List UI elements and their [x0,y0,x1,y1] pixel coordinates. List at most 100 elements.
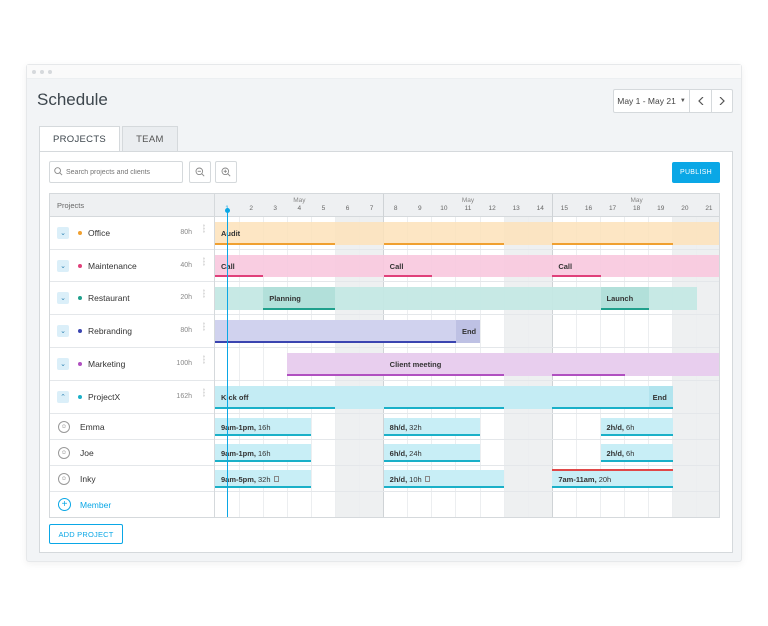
assignment-hours: 20h [598,474,612,484]
assignment-bar[interactable]: 2h/d, 10h [383,470,505,488]
assignment-bar[interactable]: 9am-1pm, 16h [215,444,312,462]
project-row-office[interactable]: ⌄ Office 80h ° ° ° [50,217,214,250]
add-project-button[interactable]: ADD PROJECT [49,524,123,544]
chevron-left-icon[interactable] [690,90,711,112]
assignment-bar[interactable]: 9am-5pm, 32h [215,470,312,488]
assignment-bar[interactable]: 7am-11am, 20h [552,470,673,488]
tab-team[interactable]: TEAM [122,126,178,152]
project-row-marketing[interactable]: ⌄ Marketing 100h ° ° ° [50,348,214,381]
schedule-bar[interactable]: Audit [215,222,719,245]
publish-button[interactable]: PUBLISH [672,162,720,183]
chevron-down-icon[interactable]: ⌄ [57,358,69,370]
add-member-icon[interactable]: + [58,498,71,511]
project-row-restaurant[interactable]: ⌄ Restaurant 20h ° ° ° [50,282,214,315]
day-label: 15 [560,205,568,212]
project-row-rebranding[interactable]: ⌄ Rebranding 80h ° ° ° [50,315,214,348]
project-row-maintenance[interactable]: ⌄ Maintenance 40h ° ° ° [50,250,214,282]
add-member-button[interactable]: Member [80,500,112,510]
caret-down-icon: ▼ [679,98,686,104]
zoom-out-icon[interactable] [189,161,211,183]
bar-underline [215,434,312,436]
schedule-bar[interactable]: Planning [263,287,336,310]
date-range-picker[interactable]: May 1 - May 21 ▼ [613,89,733,113]
day-label: 9 [417,205,422,212]
chevron-down-icon[interactable]: ⌄ [57,227,69,239]
day-label: 4 [297,205,302,212]
more-options-icon[interactable]: ° ° ° [202,356,205,368]
assignment-hours: 6h [626,422,635,432]
chevron-down-icon[interactable]: ⌄ [57,260,69,272]
member-row-joe[interactable]: ☺ Joe [50,440,214,466]
assignment-bar[interactable]: 9am-1pm, 16h [215,418,312,436]
project-color-dot [78,231,82,235]
more-options-icon[interactable]: ° ° ° [202,389,205,401]
schedule-bar[interactable] [215,287,697,310]
assignment-bar[interactable]: 2h/d, 6h [600,418,673,436]
chevron-down-icon[interactable]: ⌄ [57,292,69,304]
schedule-bar[interactable]: Call [215,255,719,277]
assignment-bar[interactable]: 8h/d, 32h [383,418,481,436]
tab-bar: PROJECTS TEAM [39,126,178,152]
project-hours: 20h [180,294,192,301]
assignment-bar[interactable]: 2h/d, 6h [600,444,673,462]
assignment-time: 6h/d, [389,448,408,458]
more-options-icon[interactable]: ° ° ° [202,258,205,270]
member-row-emma[interactable]: ☺ Emma [50,414,214,440]
row-separator [215,281,719,282]
assignment-time: 9am-1pm, [221,422,257,432]
schedule-bar[interactable]: Kick off [215,386,673,409]
day-label: 6 [345,205,350,212]
bar-underline [215,341,481,343]
more-options-icon[interactable]: ° ° ° [202,225,205,237]
assignment-time: 2h/d, [606,448,625,458]
assignment-bar[interactable]: 6h/d, 24h [383,444,481,462]
schedule-bar[interactable] [215,320,481,343]
project-row-projectx[interactable]: ⌃ ProjectX 162h ° ° ° [50,381,214,414]
day-label: 5 [321,205,326,212]
project-color-dot [78,362,82,366]
chevron-down-icon[interactable]: ⌄ [57,325,69,337]
today-marker [225,208,231,213]
chevron-right-icon[interactable] [711,90,732,112]
title-bar [27,65,741,79]
tab-projects[interactable]: PROJECTS [39,126,121,152]
month-label: May [630,197,643,204]
window-dot [48,70,52,74]
schedule-bar[interactable]: Call [552,255,600,277]
month-label: May [293,197,306,204]
day-label: 8 [393,205,398,212]
schedule-grid: 123456789101112131415161718192021MayMayM… [49,193,720,518]
bar-underline [600,308,649,310]
search-box[interactable] [49,161,183,183]
schedule-bar[interactable]: End [455,320,481,343]
bar-label: End [652,393,667,402]
project-hours: 162h [176,393,192,400]
chevron-up-icon[interactable]: ⌃ [57,391,69,403]
day-label: 2 [249,205,253,212]
projects-header: Projects [57,201,85,210]
bar-label: Call [389,261,404,271]
day-label: 10 [440,205,448,212]
schedule-bar[interactable]: End [648,386,673,409]
assignment-time: 9am-5pm, [221,474,257,484]
zoom-in-icon[interactable] [215,161,237,183]
search-input[interactable] [66,168,176,176]
schedule-bar[interactable]: Launch [600,287,649,310]
schedule-bar[interactable]: Client meeting [384,353,719,376]
day-label: 16 [584,205,593,212]
assignment-time: 8h/d, [389,422,408,432]
project-hours: 80h [180,229,192,236]
row-separator [215,314,719,315]
schedule-bar[interactable] [287,353,719,376]
more-options-icon[interactable]: ° ° ° [202,290,205,302]
grid-line [262,217,264,517]
date-range-dropdown[interactable]: May 1 - May 21 ▼ [614,90,690,112]
add-member-row[interactable]: + Member [50,492,214,517]
member-row-inky[interactable]: ☺ Inky [50,466,214,492]
bar-underline [383,275,432,277]
user-avatar-icon: ☺ [58,473,70,485]
schedule-bar[interactable]: Call [384,255,432,277]
more-options-icon[interactable]: ° ° ° [202,323,205,335]
bar-underline [552,243,673,245]
bar-underline [287,374,505,376]
